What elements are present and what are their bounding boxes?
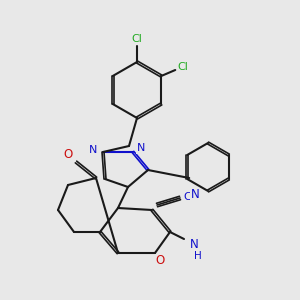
Text: N: N xyxy=(190,238,199,250)
Text: N: N xyxy=(191,188,200,202)
Text: N: N xyxy=(137,143,146,153)
Text: O: O xyxy=(155,254,165,268)
Text: O: O xyxy=(63,148,73,160)
Text: Cl: Cl xyxy=(178,62,189,72)
Text: C: C xyxy=(183,192,191,202)
Text: N: N xyxy=(88,145,97,155)
Text: H: H xyxy=(194,251,202,261)
Text: Cl: Cl xyxy=(132,34,142,44)
